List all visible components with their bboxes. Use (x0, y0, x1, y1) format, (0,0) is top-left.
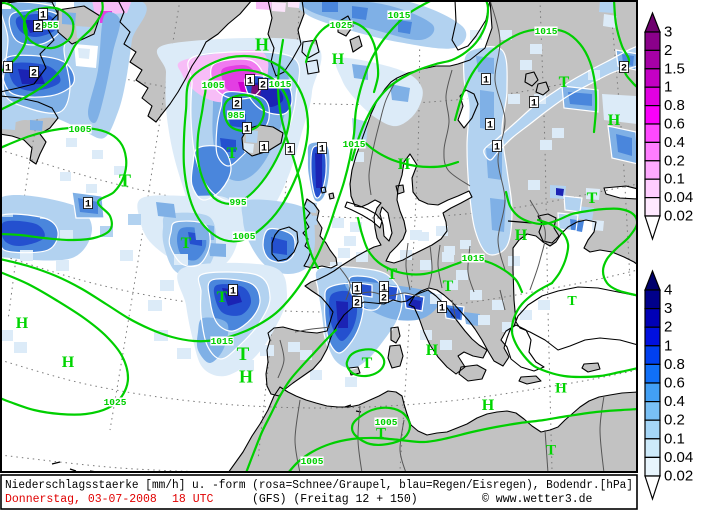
svg-text:T: T (443, 278, 454, 295)
svg-text:H: H (255, 35, 269, 55)
svg-text:0.2: 0.2 (664, 152, 685, 169)
svg-text:T: T (181, 235, 192, 252)
svg-text:Donnerstag, 03-07-2008: Donnerstag, 03-07-2008 (5, 493, 157, 506)
svg-text:1.5: 1.5 (664, 60, 685, 77)
svg-text:1025: 1025 (104, 397, 127, 408)
svg-text:1: 1 (487, 121, 493, 132)
svg-text:1015: 1015 (535, 26, 558, 37)
svg-text:1015: 1015 (211, 336, 234, 347)
svg-text:(GFS) (Freitag 12 + 150): (GFS) (Freitag 12 + 150) (252, 493, 418, 506)
svg-text:2: 2 (31, 69, 37, 80)
svg-text:T: T (546, 442, 556, 458)
svg-text:1: 1 (319, 145, 325, 156)
svg-text:H: H (608, 112, 621, 129)
svg-text:0.1: 0.1 (664, 430, 685, 447)
svg-text:1: 1 (261, 144, 267, 155)
svg-text:955: 955 (41, 20, 58, 31)
svg-text:1: 1 (40, 11, 46, 22)
svg-text:T: T (119, 171, 131, 191)
svg-text:1005: 1005 (69, 124, 92, 135)
svg-text:H: H (239, 367, 253, 387)
svg-text:1015: 1015 (343, 139, 366, 150)
svg-text:0.02: 0.02 (664, 468, 693, 485)
svg-text:© www.wetter3.de: © www.wetter3.de (482, 493, 593, 506)
svg-text:H: H (482, 397, 495, 414)
svg-text:1: 1 (664, 79, 672, 96)
svg-text:1005: 1005 (233, 231, 256, 242)
svg-text:0.4: 0.4 (664, 393, 685, 410)
svg-text:0.6: 0.6 (664, 116, 685, 133)
svg-text:T: T (237, 344, 250, 365)
svg-text:H: H (16, 315, 29, 332)
svg-text:2: 2 (664, 319, 672, 336)
svg-text:1015: 1015 (462, 253, 485, 264)
svg-text:0.04: 0.04 (664, 189, 693, 206)
svg-text:1: 1 (287, 146, 293, 157)
svg-text:1015: 1015 (388, 10, 411, 21)
svg-text:1: 1 (5, 64, 11, 75)
svg-text:0.8: 0.8 (664, 356, 685, 373)
svg-text:1: 1 (664, 337, 672, 354)
svg-text:T: T (217, 289, 228, 306)
svg-text:T: T (587, 190, 598, 207)
svg-text:2: 2 (234, 100, 240, 111)
svg-text:1: 1 (439, 304, 445, 315)
svg-text:2: 2 (664, 42, 672, 59)
svg-text:2: 2 (381, 294, 387, 305)
svg-text:1025: 1025 (330, 20, 353, 31)
svg-text:Niederschlagsstaerke [mm/h] u.: Niederschlagsstaerke [mm/h] u. -form (ro… (5, 479, 633, 492)
svg-text:2: 2 (35, 23, 41, 34)
svg-text:1005: 1005 (202, 80, 225, 91)
svg-text:1: 1 (483, 76, 489, 87)
svg-text:1: 1 (244, 125, 250, 136)
svg-text:T: T (567, 294, 577, 309)
svg-text:T: T (376, 425, 386, 441)
svg-text:0.02: 0.02 (664, 208, 693, 225)
svg-text:T: T (387, 266, 398, 283)
svg-text:T: T (227, 145, 238, 162)
svg-text:985: 985 (227, 110, 244, 121)
svg-text:2: 2 (621, 64, 627, 75)
svg-text:1: 1 (381, 284, 387, 295)
svg-text:2: 2 (260, 81, 266, 92)
svg-text:3: 3 (664, 24, 672, 41)
svg-text:18 UTC: 18 UTC (172, 493, 214, 506)
svg-text:3: 3 (664, 300, 672, 317)
svg-text:2: 2 (354, 299, 360, 310)
svg-text:0.6: 0.6 (664, 375, 685, 392)
svg-text:1005: 1005 (301, 456, 324, 467)
svg-text:0.1: 0.1 (664, 171, 685, 188)
svg-text:1005: 1005 (375, 417, 398, 428)
svg-text:0.4: 0.4 (664, 134, 685, 151)
svg-text:0.04: 0.04 (664, 449, 693, 466)
svg-text:0.2: 0.2 (664, 412, 685, 429)
svg-text:4: 4 (664, 282, 672, 299)
svg-text:H: H (398, 156, 411, 173)
svg-text:H: H (332, 51, 345, 68)
svg-text:T: T (362, 355, 373, 372)
svg-text:1: 1 (531, 99, 537, 110)
svg-text:1015: 1015 (269, 79, 292, 90)
svg-text:1: 1 (494, 143, 500, 154)
svg-text:1: 1 (247, 77, 253, 88)
svg-text:H: H (62, 354, 75, 371)
svg-text:0.8: 0.8 (664, 97, 685, 114)
svg-text:H: H (515, 227, 528, 244)
svg-text:1: 1 (230, 287, 236, 298)
svg-text:1: 1 (354, 285, 360, 296)
svg-text:995: 995 (229, 197, 246, 208)
svg-text:T: T (559, 74, 570, 91)
svg-text:1: 1 (85, 200, 91, 211)
svg-text:H: H (426, 342, 439, 359)
svg-text:H: H (555, 380, 567, 396)
